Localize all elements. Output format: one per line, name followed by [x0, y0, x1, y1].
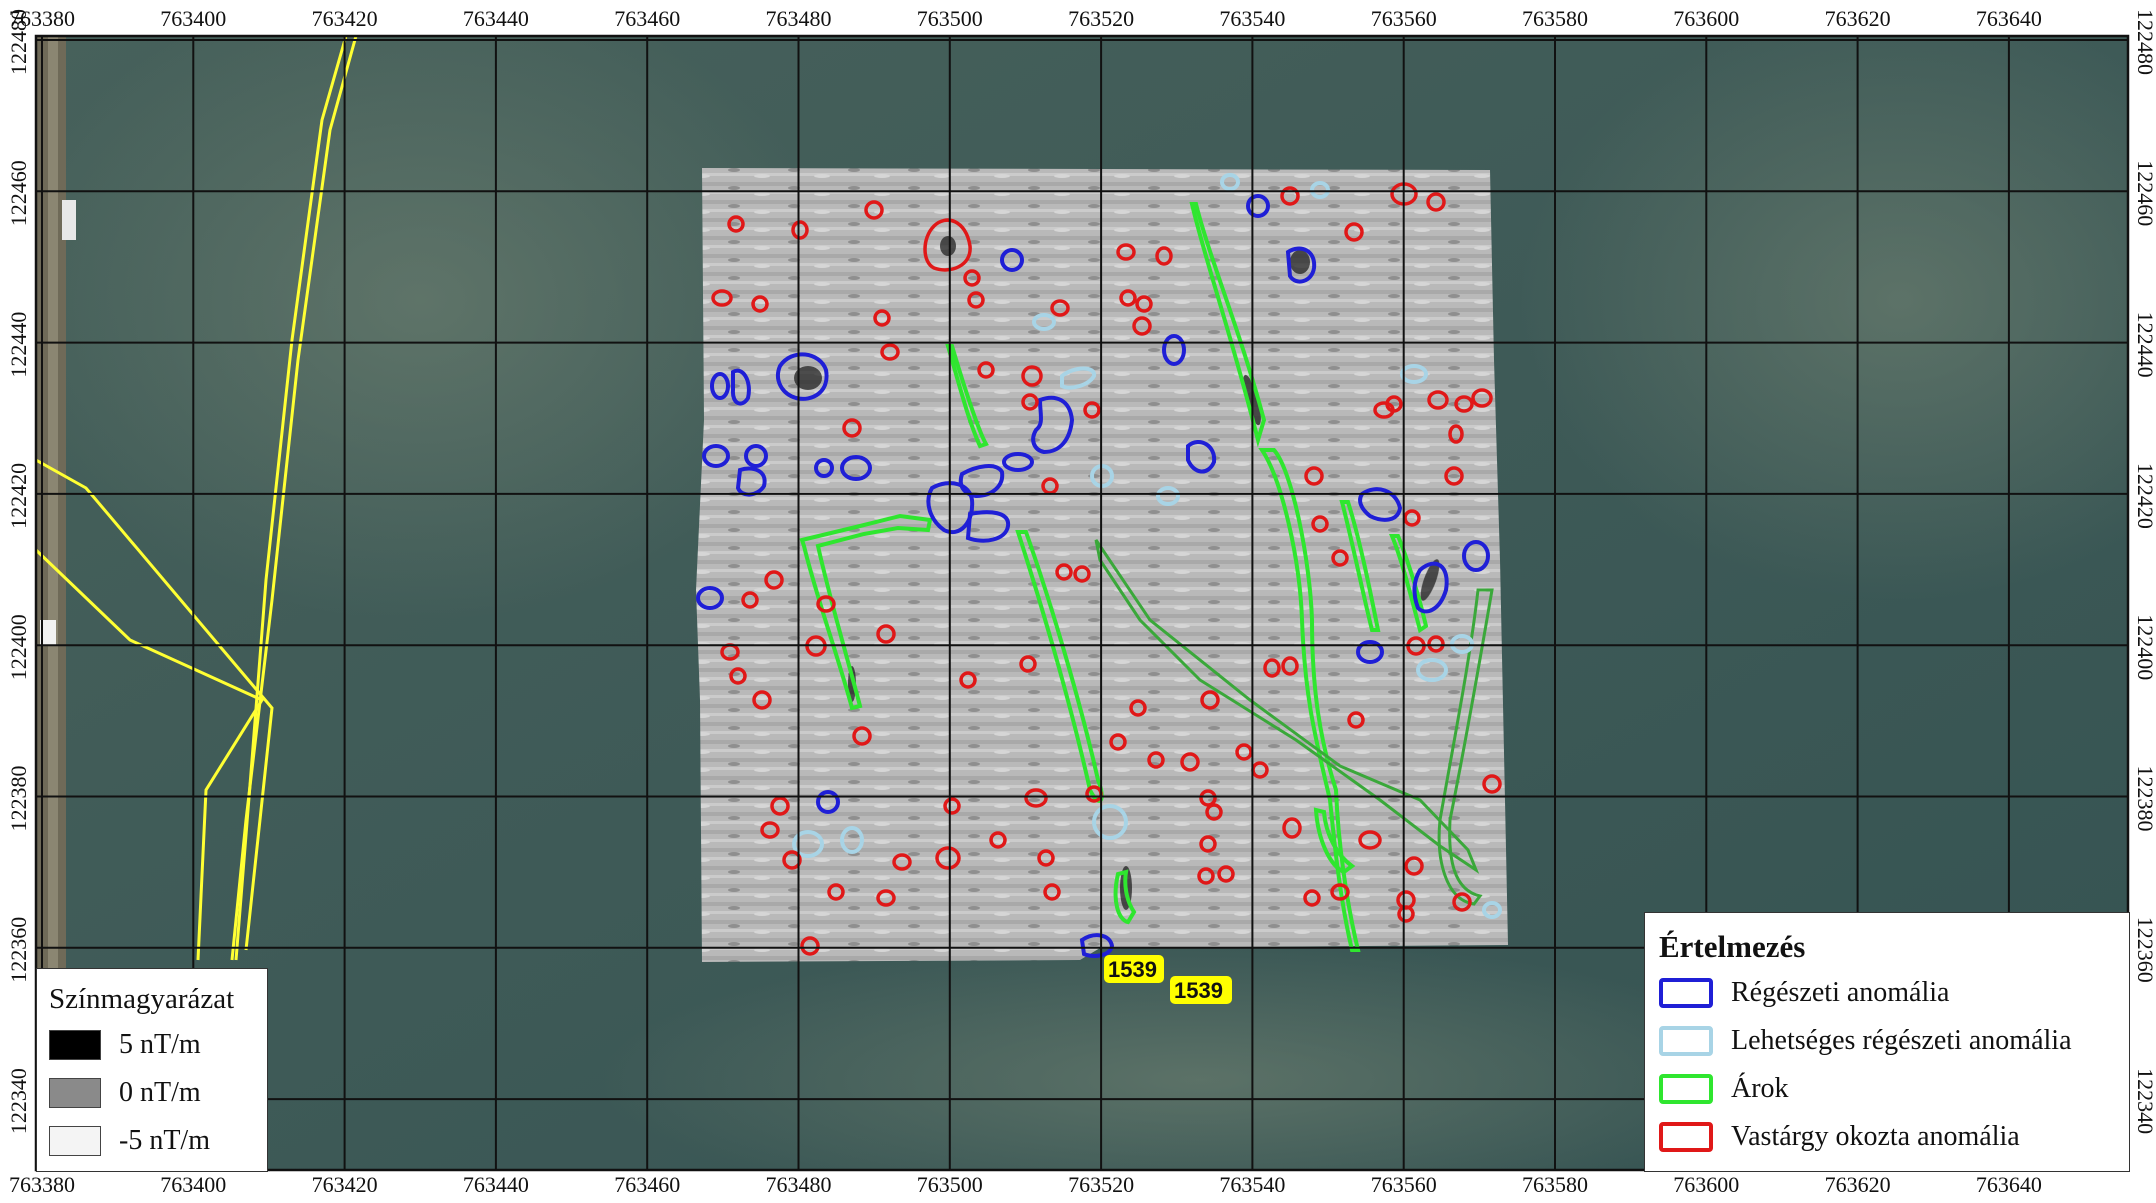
x-tick-label: 763460 [614, 6, 680, 31]
interpretation-legend-title: Értelmezés [1659, 929, 1806, 964]
y-tick-label-left: 122460 [6, 160, 31, 226]
x-tick-label: 763560 [1371, 6, 1437, 31]
color-swatch-0 [49, 1078, 101, 1108]
lehetseges-anomalies [792, 173, 1502, 919]
y-tick-label-right: 122480 [2133, 9, 2156, 75]
color-legend-title: Színmagyarázat [49, 983, 235, 1015]
road-lines [36, 36, 358, 961]
y-tick-label-right: 122440 [2133, 312, 2156, 378]
y-tick-label-right: 122360 [2133, 917, 2156, 983]
x-tick-labels-top: 763380 763400 763420 763440 763460 763480 7635… [9, 6, 2042, 31]
color-legend-item-0: 0 nT/m [49, 1077, 201, 1109]
x-tick-label: 763420 [312, 6, 378, 31]
x-tick-label: 763640 [1976, 1172, 2042, 1197]
y-tick-label-left: 122440 [6, 312, 31, 378]
x-tick-label: 763560 [1371, 1172, 1437, 1197]
y-tick-label-right: 122340 [2133, 1068, 2156, 1134]
arok-swatch [1659, 1074, 1713, 1104]
x-tick-label: 763640 [1976, 6, 2042, 31]
y-tick-label-right: 122460 [2133, 160, 2156, 226]
x-tick-label: 763380 [9, 6, 75, 31]
x-tick-label: 763480 [766, 6, 832, 31]
color-legend-item-minus5: -5 nT/m [49, 1125, 210, 1157]
vastargy-swatch [1659, 1122, 1713, 1152]
x-tick-label: 763500 [917, 1172, 983, 1197]
x-tick-label: 763520 [1068, 1172, 1134, 1197]
color-legend-label-0: 0 nT/m [119, 1077, 201, 1108]
x-tick-label: 763440 [463, 6, 529, 31]
x-tick-label: 763500 [917, 6, 983, 31]
x-tick-label: 763380 [9, 1172, 75, 1197]
x-tick-label: 763460 [614, 1172, 680, 1197]
x-tick-labels-bottom: 763380 763400 763420 763440 763460 763480 7635… [9, 1172, 2042, 1197]
feature-label-1: 1539 [1104, 955, 1164, 983]
x-tick-label: 763540 [1219, 6, 1285, 31]
y-tick-label-left: 122360 [6, 917, 31, 983]
y-tick-label-left: 122480 [6, 9, 31, 75]
interpretation-item-regeszeti: Régészeti anomália [1659, 977, 1949, 1009]
y-tick-label-left: 122380 [6, 766, 31, 832]
regeszeti-swatch [1659, 978, 1713, 1008]
x-tick-label: 763400 [160, 1172, 226, 1197]
x-tick-label: 763600 [1673, 6, 1739, 31]
y-tick-label-left: 122340 [6, 1068, 31, 1134]
interpretation-label-arok: Árok [1731, 1073, 1789, 1104]
y-tick-label-right: 122380 [2133, 766, 2156, 832]
color-legend-item-5: 5 nT/m [49, 1029, 201, 1061]
color-swatch-minus5 [49, 1126, 101, 1156]
x-tick-label: 763600 [1673, 1172, 1739, 1197]
interpretation-label-vastargy: Vastárgy okozta anomália [1731, 1121, 2020, 1152]
x-tick-label: 763540 [1219, 1172, 1285, 1197]
color-legend: Színmagyarázat 5 nT/m 0 nT/m -5 nT/m [36, 968, 268, 1172]
regeszeti-anomalies [696, 194, 1490, 958]
x-tick-label: 763520 [1068, 6, 1134, 31]
x-tick-label: 763480 [766, 1172, 832, 1197]
x-tick-label: 763620 [1825, 6, 1891, 31]
lehetseges-swatch [1659, 1026, 1713, 1056]
interpretation-item-vastargy: Vastárgy okozta anomália [1659, 1121, 2020, 1153]
interpretation-label-regeszeti: Régészeti anomália [1731, 977, 1950, 1008]
interpretation-item-arok: Árok [1659, 1073, 1789, 1105]
x-tick-label: 763620 [1825, 1172, 1891, 1197]
y-tick-label-right: 122420 [2133, 463, 2156, 529]
feature-label-1-text: 1539 [1108, 957, 1157, 982]
arok-faint-features [1094, 539, 1494, 906]
y-tick-labels-right: 122480 122460 122440 122420 122400 122380 1223… [2133, 9, 2156, 1134]
color-swatch-5 [49, 1030, 101, 1060]
y-tick-label-left: 122420 [6, 463, 31, 529]
x-tick-label: 763580 [1522, 6, 1588, 31]
interpretation-legend: Értelmezés Régészeti anomália Lehetséges… [1644, 912, 2130, 1172]
y-tick-label-right: 122400 [2133, 614, 2156, 680]
y-tick-label-left: 122400 [6, 614, 31, 680]
interpretation-item-lehetseges: Lehetséges régészeti anomália [1659, 1025, 2072, 1057]
feature-label-2-text: 1539 [1174, 978, 1223, 1003]
interpretation-label-lehetseges: Lehetséges régészeti anomália [1731, 1025, 2072, 1056]
color-legend-label-minus5: -5 nT/m [119, 1125, 210, 1156]
x-tick-label: 763440 [463, 1172, 529, 1197]
color-legend-label-5: 5 nT/m [119, 1029, 201, 1060]
x-tick-label: 763400 [160, 6, 226, 31]
x-tick-label: 763420 [312, 1172, 378, 1197]
x-tick-label: 763580 [1522, 1172, 1588, 1197]
y-tick-labels-left: 122480 122460 122440 122420 122400 122380 1223… [6, 9, 31, 1134]
feature-label-2: 1539 [1170, 976, 1232, 1004]
